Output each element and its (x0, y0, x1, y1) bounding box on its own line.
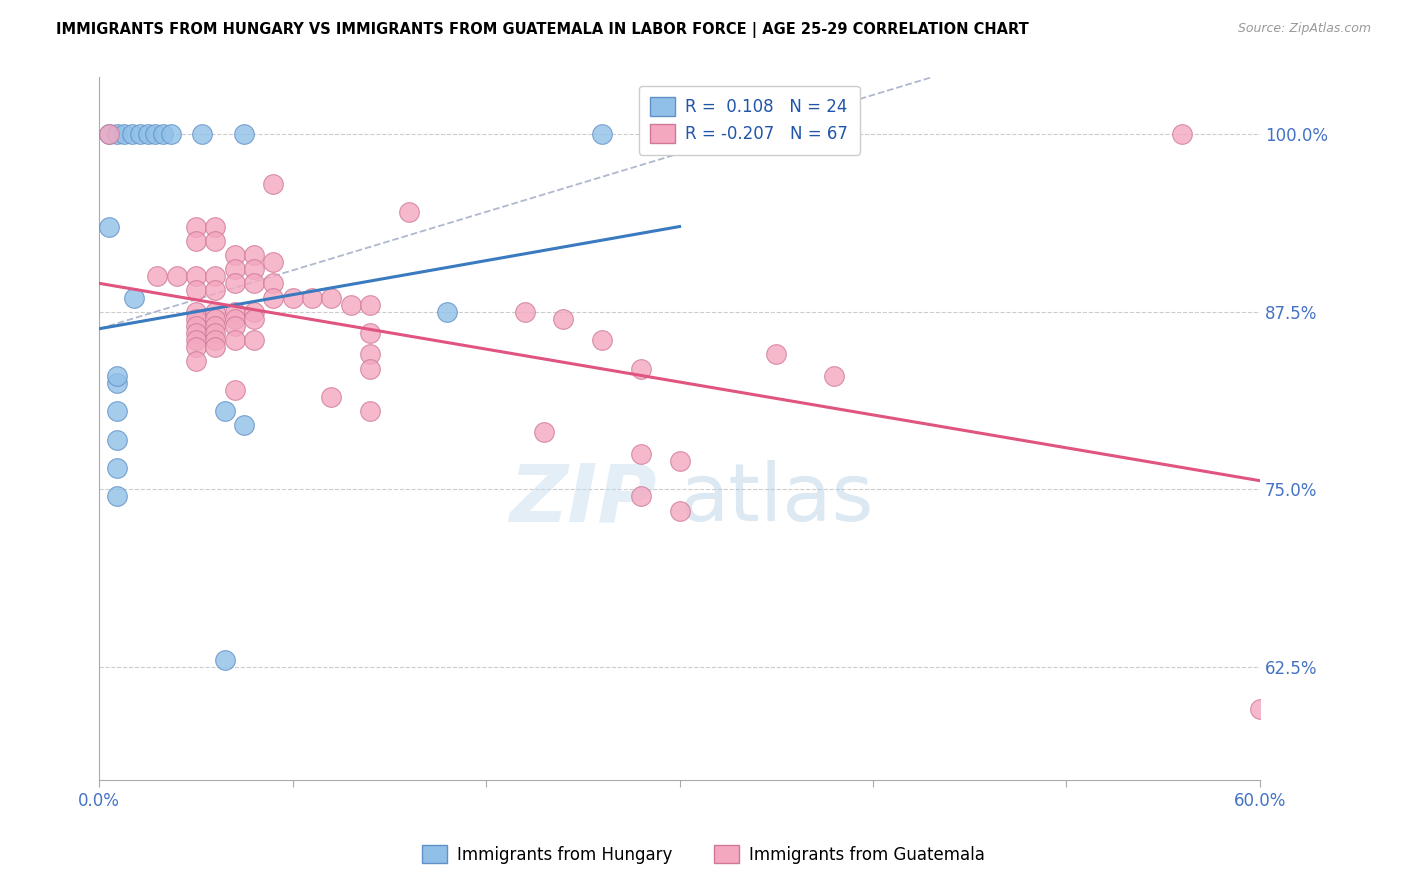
Point (281, 291, 304, 305)
Point (224, 311, 246, 326)
Point (184, 284, 207, 298)
Point (122, 291, 145, 305)
Point (204, 284, 226, 298)
Point (184, 219, 207, 234)
Point (184, 354, 207, 368)
Point (233, 418, 256, 433)
Point (184, 340, 207, 354)
Point (262, 277, 284, 291)
Point (533, 425, 555, 440)
Point (97, 219, 120, 234)
Point (224, 333, 246, 347)
Point (301, 291, 323, 305)
Point (243, 333, 266, 347)
Point (184, 311, 207, 326)
Point (359, 361, 381, 376)
Point (105, 368, 128, 383)
Point (321, 390, 343, 404)
Point (204, 318, 226, 333)
Point (184, 326, 207, 340)
Point (398, 205, 420, 219)
Point (204, 234, 226, 248)
Point (204, 304, 226, 318)
Point (823, 368, 845, 383)
Point (112, 127, 135, 141)
Point (262, 177, 284, 191)
Point (233, 127, 256, 141)
Point (190, 127, 212, 141)
Point (152, 127, 174, 141)
Point (1249, 702, 1271, 716)
Point (159, 127, 181, 141)
Point (591, 333, 613, 347)
Point (121, 127, 143, 141)
Point (359, 347, 381, 361)
Point (184, 333, 207, 347)
Point (339, 298, 361, 312)
Point (224, 277, 246, 291)
Legend: R =  0.108   N = 24, R = -0.207   N = 67: R = 0.108 N = 24, R = -0.207 N = 67 (638, 86, 860, 155)
Point (1171, 127, 1194, 141)
Text: ZIP: ZIP (509, 460, 657, 538)
Point (97, 127, 120, 141)
Point (224, 248, 246, 262)
Point (136, 127, 159, 141)
Point (166, 269, 188, 284)
Point (243, 262, 266, 277)
Legend: Immigrants from Hungary, Immigrants from Guatemala: Immigrants from Hungary, Immigrants from… (415, 838, 991, 871)
Point (105, 433, 128, 447)
Point (224, 262, 246, 277)
Text: IMMIGRANTS FROM HUNGARY VS IMMIGRANTS FROM GUATEMALA IN LABOR FORCE | AGE 25-29 : IMMIGRANTS FROM HUNGARY VS IMMIGRANTS FR… (56, 22, 1029, 38)
Point (204, 333, 226, 347)
Point (184, 269, 207, 284)
Text: atlas: atlas (679, 460, 875, 538)
Point (184, 234, 207, 248)
Text: Source: ZipAtlas.com: Source: ZipAtlas.com (1237, 22, 1371, 36)
Point (204, 311, 226, 326)
Point (668, 454, 690, 468)
Point (243, 277, 266, 291)
Point (668, 503, 690, 517)
Point (224, 318, 246, 333)
Point (591, 127, 613, 141)
Point (243, 248, 266, 262)
Point (97, 127, 120, 141)
Point (128, 127, 150, 141)
Point (765, 347, 787, 361)
Point (184, 304, 207, 318)
Point (359, 404, 381, 418)
Point (243, 311, 266, 326)
Point (204, 326, 226, 340)
Point (553, 311, 575, 326)
Point (630, 361, 652, 376)
Point (204, 219, 226, 234)
Point (262, 255, 284, 269)
Point (224, 304, 246, 318)
Point (436, 304, 458, 318)
Point (105, 376, 128, 390)
Point (359, 298, 381, 312)
Point (321, 291, 343, 305)
Point (105, 404, 128, 418)
Point (184, 318, 207, 333)
Point (513, 304, 536, 318)
Point (262, 291, 284, 305)
Point (204, 340, 226, 354)
Point (105, 127, 128, 141)
Point (143, 127, 166, 141)
Point (630, 447, 652, 461)
Point (214, 404, 236, 418)
Point (105, 489, 128, 503)
Point (359, 326, 381, 340)
Point (224, 383, 246, 397)
Point (243, 304, 266, 318)
Point (105, 461, 128, 475)
Point (630, 489, 652, 503)
Point (214, 652, 236, 666)
Point (204, 269, 226, 284)
Point (146, 269, 169, 284)
